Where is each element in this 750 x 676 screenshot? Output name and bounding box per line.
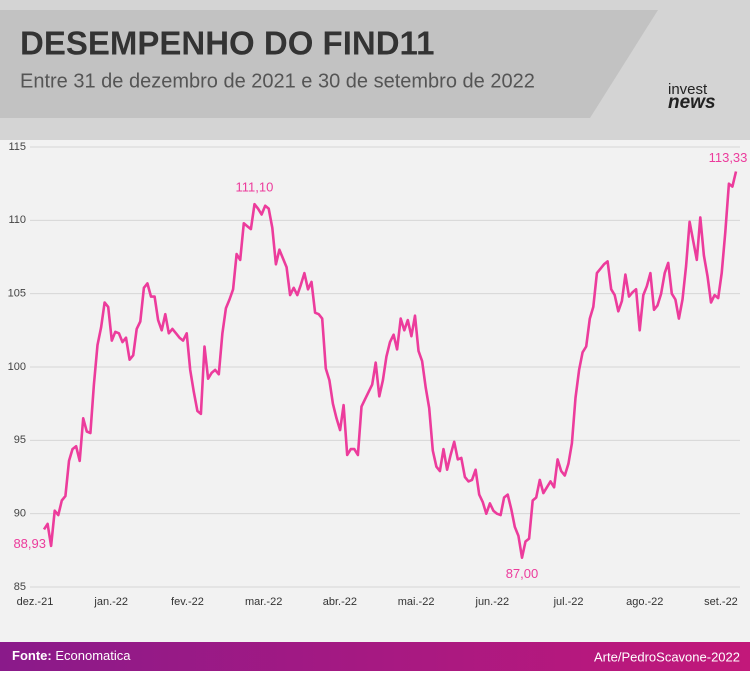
data-label: 111,10 — [236, 180, 274, 195]
y-tick-label: 85 — [14, 581, 26, 593]
source-label: Fonte: — [12, 648, 52, 663]
y-tick-label: 105 — [8, 288, 26, 300]
footer-credit: Arte/PedroScavone-2022 — [594, 649, 740, 664]
data-label: 88,93 — [13, 536, 46, 551]
x-tick-label: set.-22 — [704, 596, 738, 608]
plot-bg — [0, 140, 750, 642]
x-tick-label: jan.-22 — [93, 596, 128, 608]
y-tick-label: 110 — [8, 214, 26, 226]
x-tick-label: mar.-22 — [245, 596, 282, 608]
x-tick-label: jul.-22 — [553, 596, 584, 608]
y-tick-label: 90 — [14, 508, 26, 520]
logo-bottom: news — [668, 92, 716, 113]
x-tick-label: abr.-22 — [323, 596, 357, 608]
line — [42, 171, 738, 559]
plot: 85 90 95 100 105 110 115 dez.-21 jan.-22 fev.-22 m… — [8, 141, 748, 608]
y-tick-label: 115 — [8, 141, 26, 153]
source: Economatica — [55, 648, 131, 663]
x-tick-label: dez.-21 — [17, 596, 54, 608]
x-tick-label: jun.-22 — [475, 596, 510, 608]
y-tick-label: 95 — [14, 434, 26, 446]
data-label: 113,33 — [709, 150, 748, 165]
header-panel — [0, 10, 658, 118]
logo-top: invest — [668, 81, 708, 98]
y-tick-label: 100 — [8, 361, 26, 373]
footer-source: Fonte: Economatica — [12, 648, 131, 663]
data-label: 87,00 — [506, 566, 539, 581]
footer-bg — [0, 642, 750, 671]
subtitle: Entre 31 de dezembro de 2021 e 30 de set… — [20, 70, 535, 92]
x-tick-label: fev.-22 — [171, 596, 204, 608]
title: DESEMPENHO DO FIND11 — [20, 25, 434, 62]
x-tick-label: mai.-22 — [398, 596, 435, 608]
x-tick-label: ago.-22 — [626, 596, 663, 608]
